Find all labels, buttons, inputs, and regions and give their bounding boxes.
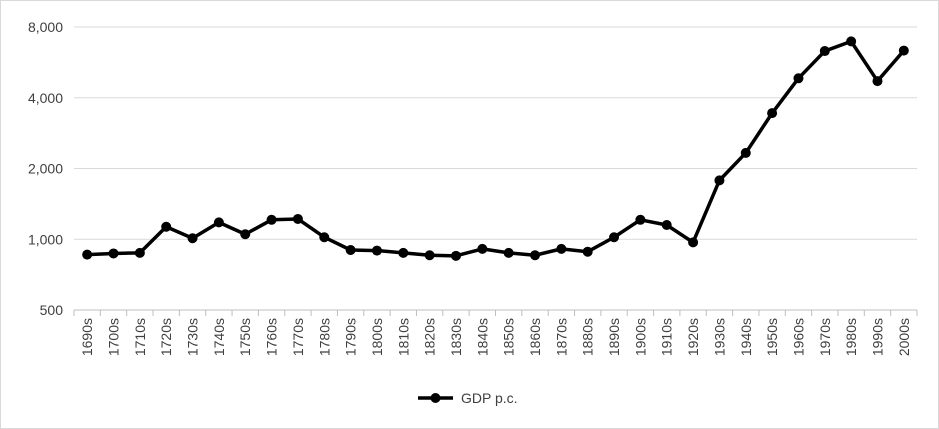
x-tick-label: 1990s <box>869 318 885 356</box>
gridlines <box>74 26 917 240</box>
data-point <box>292 213 303 224</box>
x-tick-label: 1710s <box>132 318 148 356</box>
y-tick-label: 8,000 <box>28 19 63 35</box>
x-tick-label: 1800s <box>369 318 385 356</box>
data-point <box>371 245 382 256</box>
x-tick-label: 2000s <box>896 318 912 356</box>
data-point <box>740 147 751 158</box>
data-point <box>872 76 883 87</box>
data-point <box>240 229 251 240</box>
x-tick-label: 1910s <box>659 318 675 356</box>
y-tick-label: 4,000 <box>28 90 63 106</box>
y-tick-labels: 500 1,000 2,000 4,000 8,000 <box>28 19 63 318</box>
x-tick-label: 1750s <box>237 318 253 356</box>
series-layer <box>82 36 909 261</box>
data-point <box>793 73 804 84</box>
x-tick-label: 1830s <box>448 318 464 356</box>
x-tick-label: 1970s <box>817 318 833 356</box>
data-point <box>82 249 93 260</box>
data-point <box>450 250 461 261</box>
data-point <box>398 247 409 258</box>
data-point <box>424 250 435 261</box>
x-tick-label: 1760s <box>264 318 280 356</box>
x-tick-label: 1740s <box>211 318 227 356</box>
data-point <box>503 247 514 258</box>
data-point <box>108 248 119 259</box>
data-point <box>477 243 488 254</box>
x-tick-label: 1850s <box>501 318 517 356</box>
x-tick-label: 1920s <box>685 318 701 356</box>
data-point <box>161 221 172 232</box>
data-point <box>530 250 541 261</box>
x-tick-label: 1790s <box>343 318 359 356</box>
x-tick-label: 1900s <box>632 318 648 356</box>
x-tick-label: 1880s <box>580 318 596 356</box>
data-point <box>661 219 672 230</box>
axes <box>73 309 918 316</box>
x-tick-label: 1720s <box>158 318 174 356</box>
data-point <box>266 214 277 225</box>
data-point <box>582 246 593 257</box>
x-tick-label: 1930s <box>711 318 727 356</box>
data-point <box>846 36 857 47</box>
x-tick-label: 1820s <box>422 318 438 356</box>
x-tick-label: 1890s <box>606 318 622 356</box>
x-tick-label: 1810s <box>395 318 411 356</box>
x-tick-label: 1860s <box>527 318 543 356</box>
data-point <box>213 217 224 228</box>
data-point <box>635 214 646 225</box>
y-tick-label: 500 <box>40 302 64 318</box>
x-tick-label: 1840s <box>474 318 490 356</box>
x-tick-label: 1980s <box>843 318 859 356</box>
data-point <box>714 175 725 186</box>
y-tick-label: 2,000 <box>28 161 63 177</box>
data-point <box>345 245 356 256</box>
y-tick-label: 1,000 <box>28 231 63 247</box>
data-point <box>609 232 620 243</box>
x-tick-label: 1690s <box>79 318 95 356</box>
data-point <box>556 243 567 254</box>
legend-label: GDP p.c. <box>461 390 518 406</box>
series-line <box>85 39 906 258</box>
x-tick-label: 1770s <box>290 318 306 356</box>
x-tick-label: 1870s <box>553 318 569 356</box>
data-point <box>187 233 198 244</box>
data-point <box>688 237 699 248</box>
x-tick-label: 1940s <box>738 318 754 356</box>
x-tick-label: 1730s <box>185 318 201 356</box>
x-tick-label: 1950s <box>764 318 780 356</box>
legend: GDP p.c. <box>418 390 518 406</box>
data-point <box>319 232 330 243</box>
data-point <box>819 46 830 57</box>
legend-marker <box>430 393 441 403</box>
x-tick-label: 1960s <box>790 318 806 356</box>
x-tick-label: 1780s <box>316 318 332 356</box>
data-point <box>898 45 909 56</box>
data-point <box>767 108 778 119</box>
x-tick-labels: 1690s 1700s 1710s 1720s 1730s 1740s 1750s 1760s… <box>79 318 912 356</box>
data-point <box>134 247 145 258</box>
x-tick-label: 1700s <box>106 318 122 356</box>
